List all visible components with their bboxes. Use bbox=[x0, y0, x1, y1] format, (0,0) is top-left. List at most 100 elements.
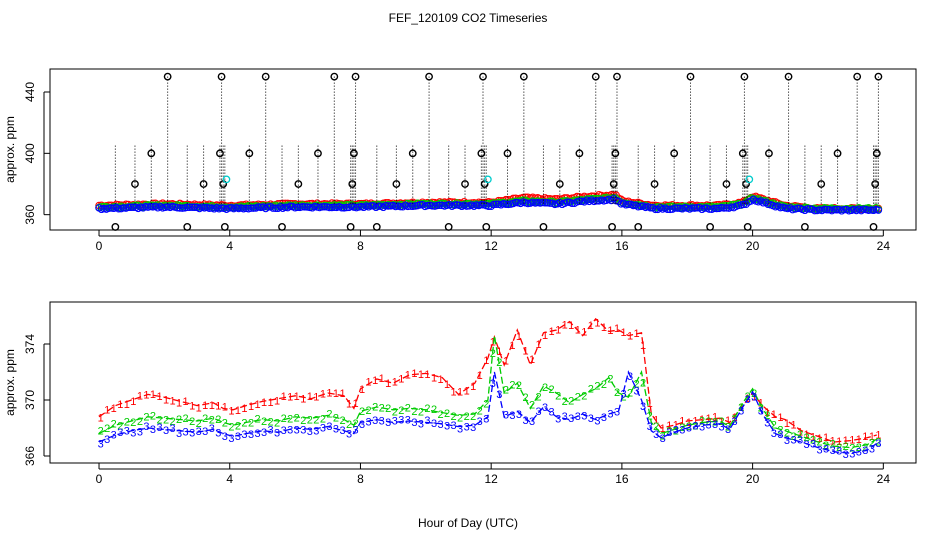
top-calibration-point bbox=[871, 180, 880, 188]
bottom-series-3-marker: 3 bbox=[660, 433, 666, 445]
top-series-3-point bbox=[492, 200, 500, 209]
bottom-series-1-marker: 1 bbox=[163, 395, 169, 407]
bottom-series-1-marker: 1 bbox=[601, 322, 607, 334]
bottom-series-2-marker: 2 bbox=[614, 387, 620, 399]
top-series-3-point bbox=[859, 205, 868, 214]
bottom-series-2-marker: 2 bbox=[104, 423, 110, 435]
bottom-series-2-marker: 2 bbox=[130, 417, 136, 429]
bottom-series-1-marker: 1 bbox=[875, 430, 881, 442]
top-x-tick-label: 0 bbox=[96, 239, 103, 253]
bottom-series-2-marker: 2 bbox=[588, 384, 594, 396]
bottom-series-1-marker: 1 bbox=[437, 374, 443, 386]
bottom-series-3-marker: 3 bbox=[411, 417, 417, 429]
top-series-3-point bbox=[690, 204, 699, 212]
bottom-series-3-marker: 3 bbox=[738, 405, 744, 417]
bottom-series-1-marker: 1 bbox=[503, 356, 509, 368]
bottom-series-2-marker: 2 bbox=[189, 416, 195, 428]
bottom-series-1-marker: 1 bbox=[156, 391, 162, 403]
bottom-series-2-marker: 2 bbox=[451, 411, 457, 423]
bottom-series-2-marker: 2 bbox=[509, 380, 515, 392]
bottom-series-1-marker: 1 bbox=[647, 398, 653, 410]
top-series-3-point bbox=[546, 199, 554, 207]
top-series-3-point bbox=[190, 203, 199, 212]
top-series-3-point bbox=[710, 204, 718, 213]
top-calibration-point bbox=[444, 223, 453, 231]
top-cyan-point bbox=[222, 175, 231, 184]
bottom-series-1-marker: 1 bbox=[379, 373, 385, 385]
top-calibration-point bbox=[131, 180, 139, 188]
bottom-series-2-marker: 2 bbox=[346, 419, 352, 431]
bottom-y-tick-label: 374 bbox=[23, 334, 37, 354]
bottom-series-1-marker: 1 bbox=[202, 400, 208, 412]
bottom-series-3-marker: 3 bbox=[627, 371, 633, 383]
bottom-series-1-marker: 1 bbox=[712, 412, 718, 424]
bottom-series-1-marker: 1 bbox=[522, 346, 528, 358]
bottom-series-2-marker: 2 bbox=[568, 395, 574, 407]
bottom-series-3-marker: 3 bbox=[634, 386, 640, 398]
top-calibration-point bbox=[575, 149, 584, 158]
bottom-series-1-marker: 1 bbox=[836, 436, 842, 448]
bottom-panel: 11 1 1 1 1 1 1 1 1 1 1 1 1 1 1 1 1 1 1 1 1 1 1 1 1 1 1 1 1 1 1 1 1 1 1 1 11 1… bbox=[3, 301, 917, 486]
top-calibration-point bbox=[220, 223, 229, 231]
top-series-3-point bbox=[271, 204, 280, 212]
bottom-series-1-marker: 1 bbox=[457, 386, 463, 398]
top-series-3-point bbox=[249, 204, 258, 212]
bottom-series-1-marker: 1 bbox=[777, 412, 783, 424]
top-calibration-point bbox=[163, 72, 172, 81]
bottom-series-1-marker: 1 bbox=[607, 325, 613, 337]
top-y-tick-label: 400 bbox=[23, 143, 37, 163]
bottom-series-1-marker: 1 bbox=[549, 326, 555, 338]
top-series-3-point bbox=[293, 203, 302, 212]
bottom-series-2-marker: 2 bbox=[444, 408, 450, 420]
bottom-series-1-marker: 1 bbox=[581, 326, 587, 338]
bottom-series-3-marker: 3 bbox=[686, 422, 692, 434]
top-panel-data bbox=[95, 72, 883, 231]
bottom-series-3-marker: 3 bbox=[359, 419, 365, 431]
bottom-series-3-marker: 3 bbox=[745, 394, 751, 406]
bottom-series-1-marker: 1 bbox=[568, 320, 574, 332]
bottom-series-1-marker: 1 bbox=[307, 391, 313, 403]
bottom-series-3-marker: 3 bbox=[222, 431, 228, 443]
top-calibration-point bbox=[784, 72, 793, 81]
top-calibration-point bbox=[346, 223, 355, 231]
top-series-3-point bbox=[185, 203, 194, 211]
bottom-series-2-marker: 2 bbox=[555, 391, 561, 403]
bottom-series-3-marker: 3 bbox=[575, 411, 581, 423]
bottom-series-1-marker: 1 bbox=[803, 429, 809, 441]
bottom-series-2-marker: 2 bbox=[228, 422, 234, 434]
bottom-series-3-marker: 3 bbox=[764, 417, 770, 429]
bottom-series-3-marker: 3 bbox=[248, 429, 254, 441]
bottom-series-1-marker: 1 bbox=[464, 386, 470, 398]
bottom-series-3-marker: 3 bbox=[875, 438, 881, 450]
bottom-series-3-marker: 3 bbox=[353, 424, 359, 436]
bottom-series-3-marker: 3 bbox=[699, 422, 705, 434]
bottom-series-1-marker: 1 bbox=[366, 377, 372, 389]
bottom-series-3-marker: 3 bbox=[810, 439, 816, 451]
bottom-y-tick-label: 370 bbox=[23, 390, 37, 410]
bottom-series-2-marker: 2 bbox=[300, 415, 306, 427]
bottom-series-2-marker: 2 bbox=[542, 382, 548, 394]
top-calibration-point bbox=[348, 180, 357, 188]
top-cyan-point bbox=[484, 175, 492, 184]
top-calibration-point bbox=[245, 149, 254, 158]
bottom-series-2-marker: 2 bbox=[862, 442, 868, 454]
bottom-series-3-marker: 3 bbox=[601, 412, 607, 424]
bottom-series-2-marker: 2 bbox=[549, 384, 555, 396]
bottom-series-1-marker: 1 bbox=[634, 328, 640, 340]
bottom-series-1-marker: 1 bbox=[215, 401, 221, 413]
top-series-3-point bbox=[646, 204, 655, 212]
bottom-series-3-marker: 3 bbox=[268, 425, 274, 437]
bottom-series-3-marker: 3 bbox=[143, 421, 149, 433]
top-series-3-point bbox=[355, 203, 363, 211]
bottom-series-1-marker: 1 bbox=[679, 416, 685, 428]
bottom-series-3-marker: 3 bbox=[823, 444, 829, 456]
bottom-series-2-marker: 2 bbox=[490, 348, 496, 360]
bottom-series-3-marker: 3 bbox=[326, 421, 332, 433]
bottom-series-1-marker: 1 bbox=[346, 398, 352, 410]
bottom-series-2-marker: 2 bbox=[307, 415, 313, 427]
bottom-series-3-marker: 3 bbox=[307, 426, 313, 438]
bottom-series-1-marker: 1 bbox=[483, 355, 489, 367]
bottom-series-2-marker: 2 bbox=[457, 412, 463, 424]
bottom-series-3-marker: 3 bbox=[241, 429, 247, 441]
